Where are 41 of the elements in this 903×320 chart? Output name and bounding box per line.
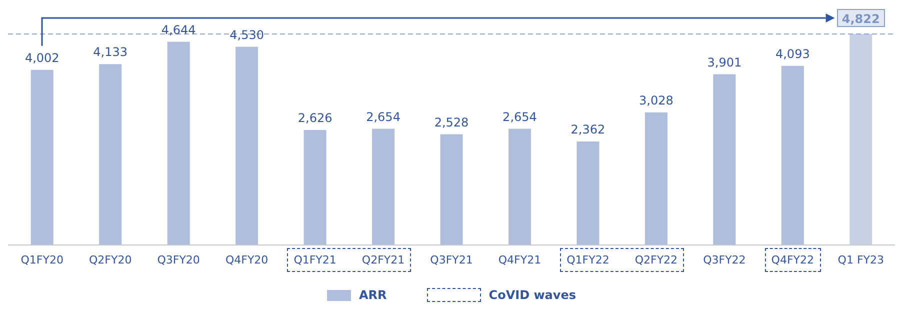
x-tick-label: Q2FY21 bbox=[362, 253, 405, 266]
legend-label: ARR bbox=[358, 288, 387, 302]
x-tick-label: Q3FY20 bbox=[157, 253, 200, 266]
bar bbox=[30, 70, 54, 245]
bar bbox=[508, 128, 531, 245]
x-tick-label: Q4FY20 bbox=[225, 253, 268, 266]
data-label: 4,002 bbox=[24, 50, 60, 65]
x-tick-label: Q3FY22 bbox=[703, 253, 746, 266]
x-tick-label: Q1 FY23 bbox=[838, 253, 884, 266]
x-tick-label: Q1FY20 bbox=[20, 253, 64, 266]
x-tick-label: Q3FY21 bbox=[430, 253, 473, 266]
data-label: 4,822 bbox=[842, 12, 880, 26]
data-label: 4,133 bbox=[93, 45, 128, 60]
bar bbox=[372, 128, 395, 245]
data-label: 2,528 bbox=[434, 115, 469, 130]
bar bbox=[713, 74, 736, 245]
x-tick-label: Q4FY22 bbox=[771, 253, 814, 266]
x-tick-label: Q1FY22 bbox=[566, 253, 610, 266]
x-tick-label: Q1FY21 bbox=[294, 253, 336, 266]
data-label: 3,028 bbox=[639, 94, 674, 108]
bar bbox=[236, 46, 258, 245]
bar bbox=[167, 42, 190, 245]
bar bbox=[99, 64, 122, 245]
bar bbox=[440, 134, 463, 245]
text: CoVID waves bbox=[488, 288, 576, 302]
data-label: 4,530 bbox=[230, 28, 264, 42]
bar bbox=[644, 112, 668, 245]
bar bbox=[850, 34, 872, 245]
x-tick-label: Q2FY20 bbox=[88, 253, 132, 266]
x-tick-label: Q2FY22 bbox=[634, 253, 678, 266]
data-label: 3,901 bbox=[707, 55, 742, 70]
x-tick-label: Q4FY21 bbox=[498, 253, 542, 266]
bar bbox=[576, 142, 600, 245]
data-label: 2,654 bbox=[366, 110, 400, 124]
data-label: 4,093 bbox=[775, 46, 810, 61]
data-label: 2,362 bbox=[570, 122, 606, 137]
data-label: 2,626 bbox=[298, 111, 332, 126]
data-label: 2,654 bbox=[502, 110, 537, 124]
bar bbox=[304, 130, 326, 245]
data-label: 4,644 bbox=[161, 22, 196, 37]
bar bbox=[781, 66, 804, 245]
